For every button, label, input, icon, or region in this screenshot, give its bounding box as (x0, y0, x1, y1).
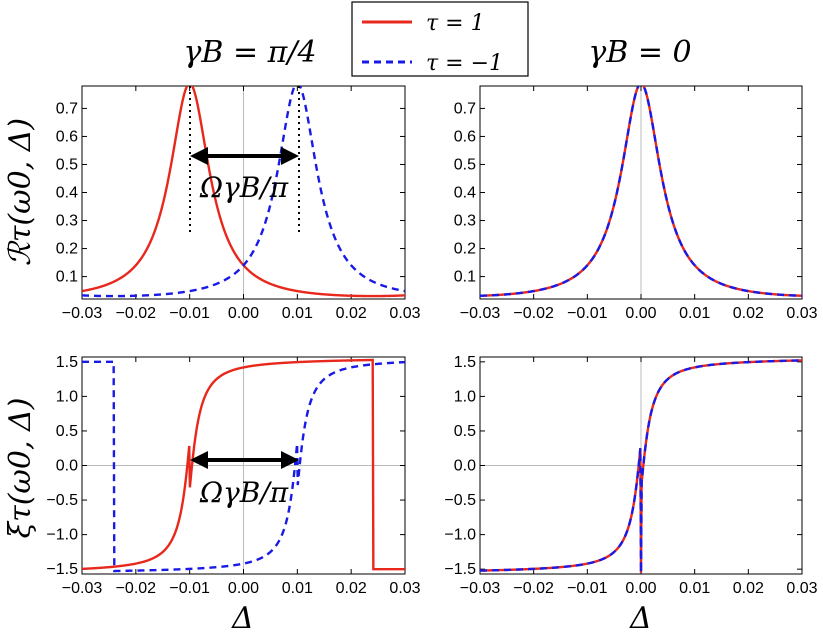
x-tick-label: −0.02 (513, 580, 554, 597)
annotation-top-arrowhead-right (281, 147, 299, 165)
y-tick-label: 1.0 (56, 388, 78, 405)
y-tick-label: 0.3 (454, 213, 476, 230)
y-tick-label: 0.5 (454, 156, 476, 173)
top-ylabel: ℛτ(ω0, Δ) (3, 118, 38, 266)
x-tick-label: 0.02 (733, 580, 764, 597)
y-tick-label: 0.1 (454, 269, 476, 286)
x-tick-label: −0.02 (513, 305, 554, 322)
annotation-top-arrowhead-left (190, 147, 208, 165)
x-tick-label: −0.01 (567, 580, 608, 597)
x-tick-label: 0.03 (389, 305, 420, 322)
x-tick-label: 0.00 (228, 305, 259, 322)
y-tick-label: 0.2 (56, 241, 78, 258)
y-tick-label: −1.5 (444, 561, 476, 578)
y-tick-label: 0.0 (454, 458, 476, 475)
x-tick-label: −0.03 (62, 580, 103, 597)
panel-top-right: −0.03 −0.02 −0.01 0.00 0.01 0.02 0.03 0.1 0.2 0.3… (454, 85, 818, 322)
panel-bottom-left: −0.03 −0.02 −0.01 0.00 0.01 0.02 0.03 −1.5 −1.0 −… (46, 354, 420, 597)
y-tick-label: −0.5 (46, 492, 78, 509)
legend-box (351, 1, 529, 77)
bottom-right-xlabel: Δ (629, 601, 652, 636)
series-tau-minus-1-line (82, 86, 405, 298)
series-tau-minus-1-line (480, 86, 802, 297)
x-tick-label: 0.01 (282, 305, 313, 322)
y-tick-label: 0.0 (56, 458, 78, 475)
y-tick-label: 0.6 (56, 128, 78, 145)
y-tick-label: −1.0 (444, 527, 476, 544)
y-tick-label: −0.5 (444, 492, 476, 509)
y-tick-label: 0.7 (454, 100, 476, 117)
panel-bottom-right: −0.03 −0.02 −0.01 0.00 0.01 0.02 0.03 −1.5 −1.0 −… (444, 354, 817, 597)
x-tick-label: 0.00 (625, 580, 656, 597)
legend-label-tau-1: τ = 1 (426, 11, 485, 36)
annotation-bottom: ΩγB/π (190, 451, 299, 509)
x-tick-label: −0.01 (169, 305, 210, 322)
x-tick-label: 0.02 (336, 305, 367, 322)
annotation-top: ΩγB/π (189, 86, 300, 236)
legend-label-tau-minus-1: τ = −1 (426, 51, 503, 76)
x-tick-label: −0.02 (116, 580, 157, 597)
annotation-bottom-arrowhead-left (190, 451, 208, 469)
x-tick-label: 0.03 (786, 580, 817, 597)
y-tick-label: 0.5 (454, 423, 476, 440)
y-tick-label: 0.3 (56, 213, 78, 230)
left-column-title: γB = π/4 (183, 35, 316, 70)
y-tick-label: 1.0 (454, 388, 476, 405)
x-tick-label: 0.01 (679, 305, 710, 322)
x-tick-label: 0.01 (679, 580, 710, 597)
y-tick-label: 0.7 (56, 100, 78, 117)
y-tick-label: 0.5 (56, 423, 78, 440)
x-tick-label: −0.03 (460, 305, 501, 322)
x-tick-label: 0.03 (389, 580, 420, 597)
series-tau-minus-1-line (480, 359, 802, 573)
y-tick-label: 0.2 (454, 241, 476, 258)
series-tau-1-line (82, 358, 405, 571)
x-tick-label: −0.03 (460, 580, 501, 597)
y-tick-label: 0.4 (454, 185, 476, 202)
y-tick-label: 0.4 (56, 185, 78, 202)
x-tick-label: −0.03 (62, 305, 103, 322)
y-tick-label: −1.5 (46, 561, 78, 578)
y-tick-label: 1.5 (454, 354, 476, 371)
x-tick-label: −0.01 (169, 580, 210, 597)
x-tick-label: −0.01 (567, 305, 608, 322)
panel-top-left: −0.03 −0.02 −0.01 0.00 0.01 0.02 0.03 0.1 0.2 0.3… (56, 85, 421, 322)
x-tick-label: 0.00 (625, 305, 656, 322)
x-tick-label: 0.01 (282, 580, 313, 597)
y-tick-label: 0.6 (454, 128, 476, 145)
x-tick-label: 0.03 (786, 305, 817, 322)
annotation-bottom-arrowhead-right (281, 451, 299, 469)
right-column-title: γB = 0 (588, 35, 691, 70)
x-tick-label: −0.02 (116, 305, 157, 322)
y-tick-label: 0.5 (56, 156, 78, 173)
x-tick-label: 0.02 (733, 305, 764, 322)
y-tick-label: 0.1 (56, 269, 78, 286)
y-tick-label: −1.0 (46, 527, 78, 544)
annotation-top-label: ΩγB/π (199, 171, 289, 204)
bottom-ylabel: ξτ(ω0, Δ) (3, 398, 38, 539)
x-tick-label: 0.00 (228, 580, 259, 597)
legend: τ = 1 τ = −1 (351, 1, 529, 77)
annotation-bottom-label: ΩγB/π (199, 476, 289, 509)
bottom-left-xlabel: Δ (231, 601, 254, 636)
y-tick-label: 1.5 (56, 354, 78, 371)
x-tick-label: 0.02 (336, 580, 367, 597)
